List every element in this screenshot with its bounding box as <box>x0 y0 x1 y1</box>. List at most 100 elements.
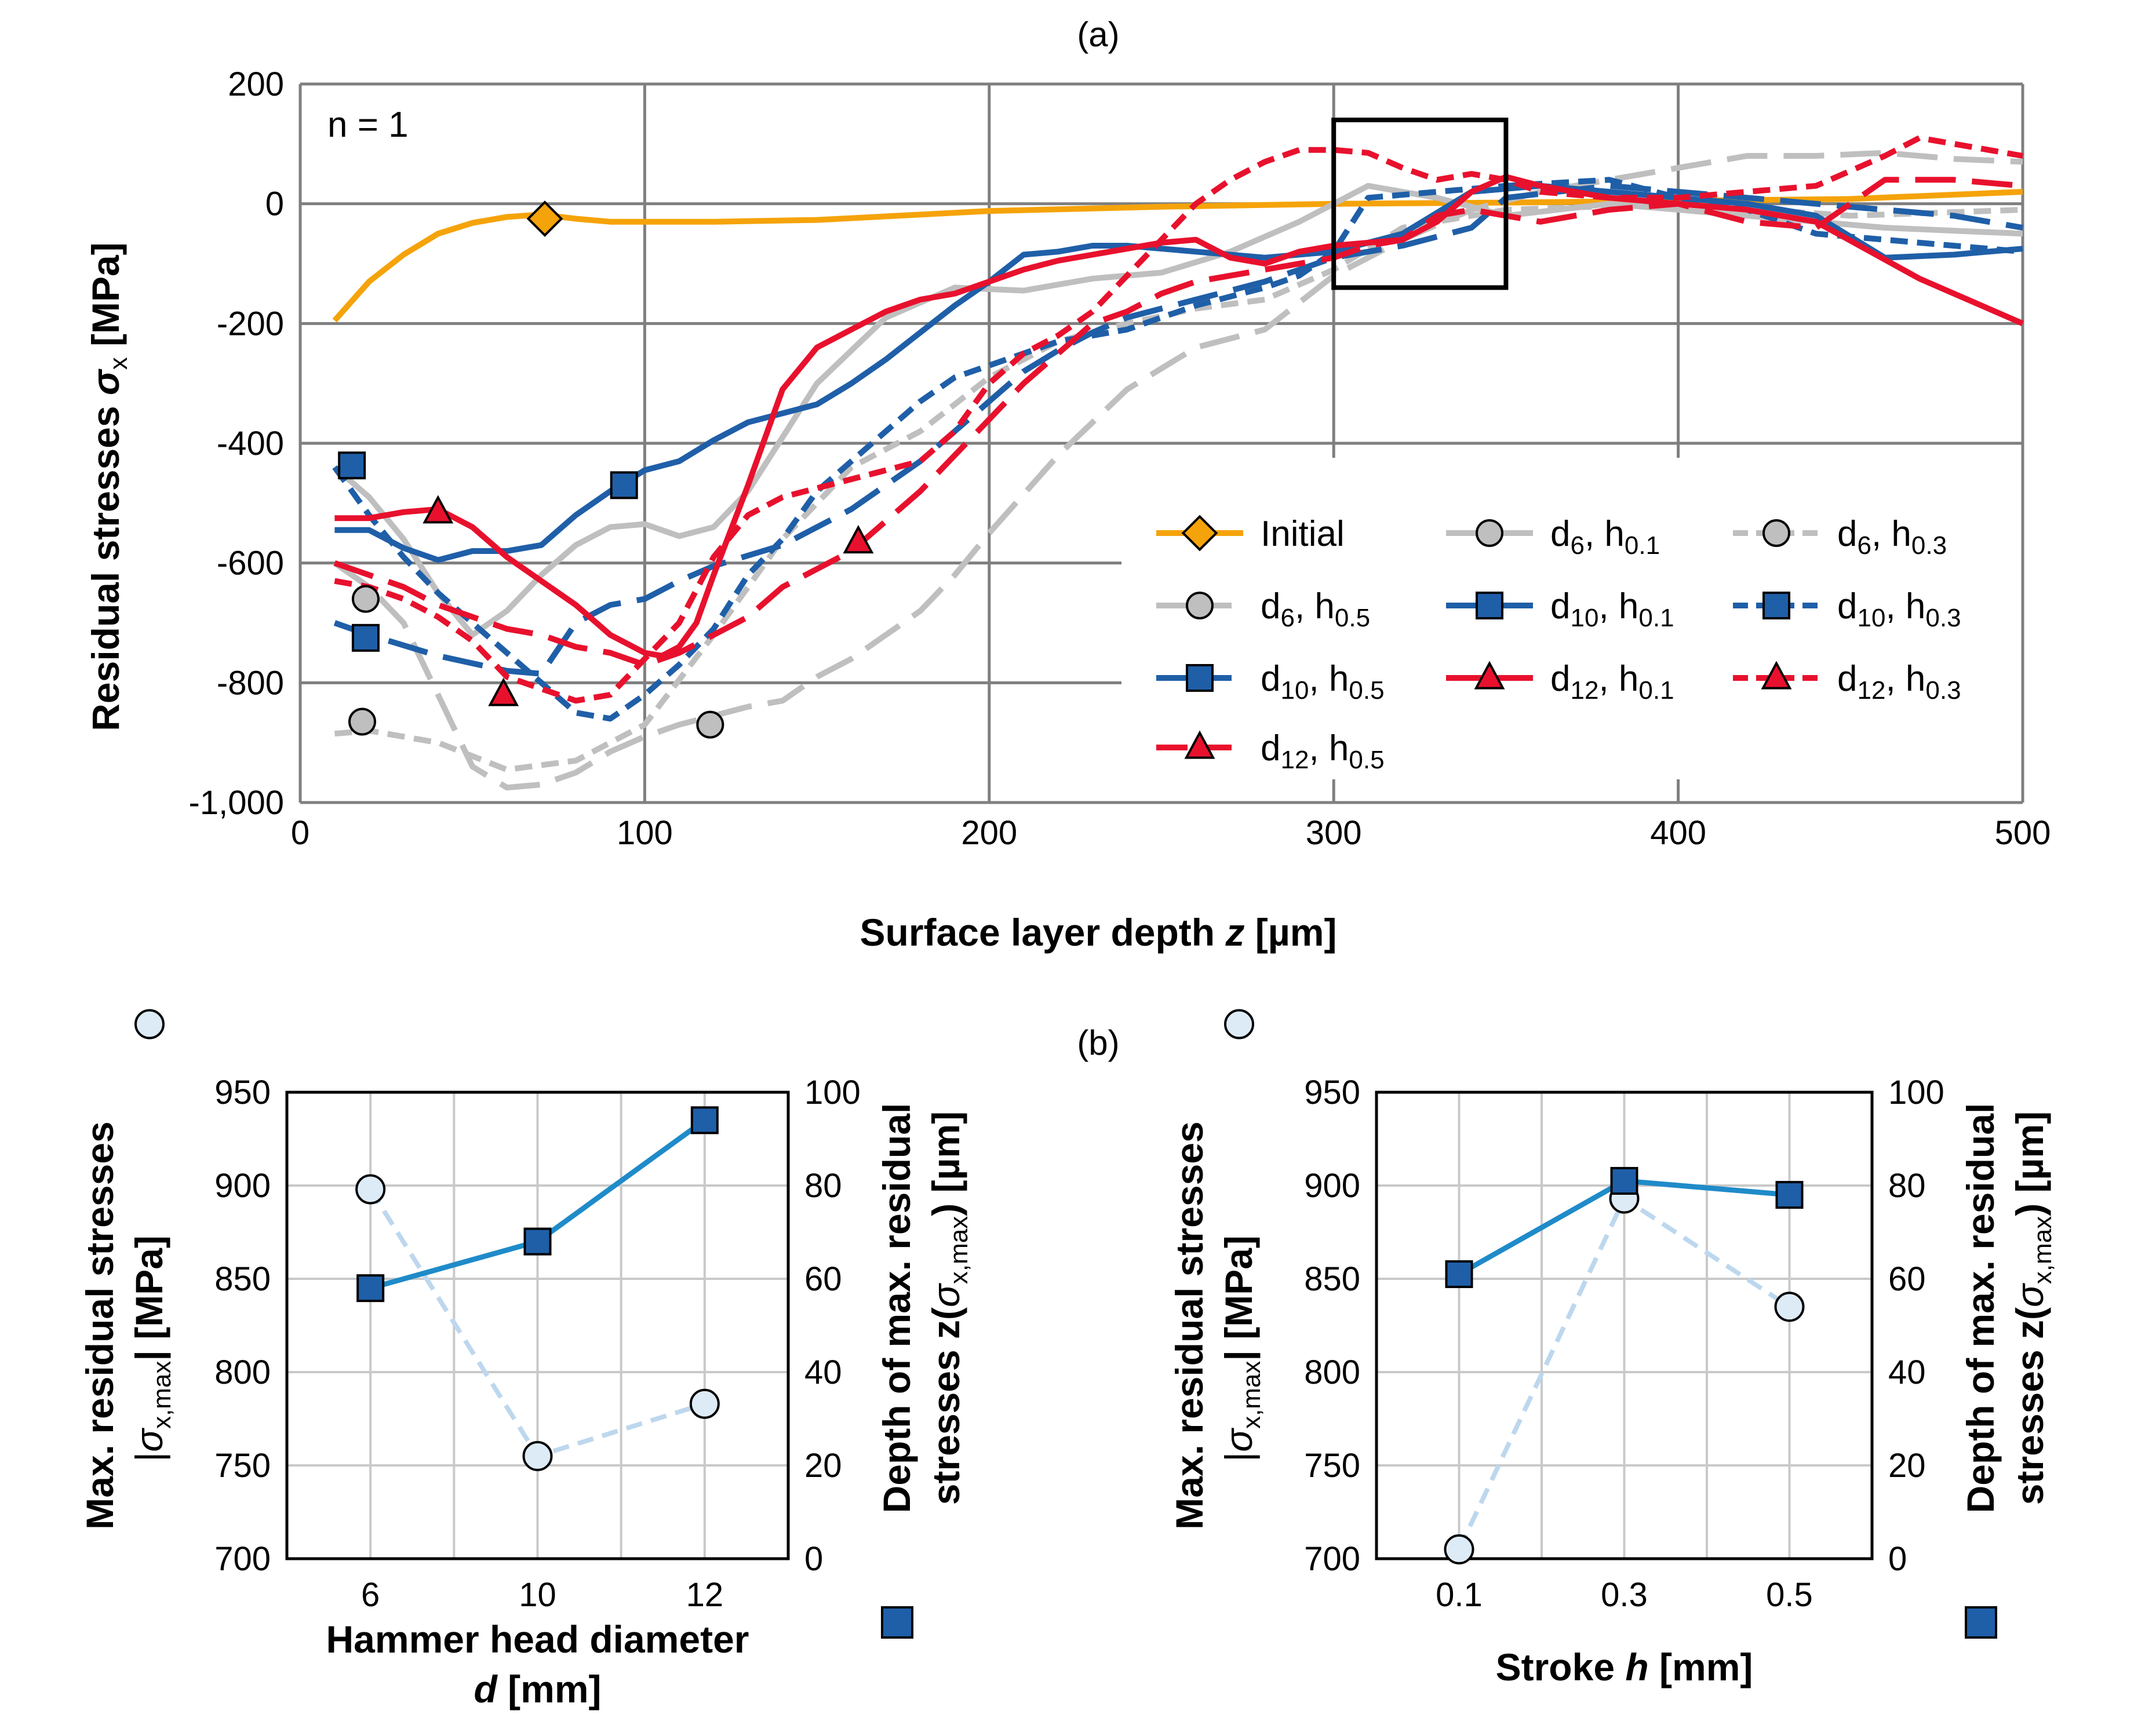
right-title-post: ) [µm] <box>2008 1111 2051 1216</box>
right-tick-label: 0 <box>804 1540 823 1578</box>
legend-marker-d6h01 <box>1476 519 1503 547</box>
legend-label-sub2: 0.1 <box>1638 676 1674 705</box>
right-axis-legend-marker <box>881 1606 913 1639</box>
marker-d12h05 <box>488 677 519 706</box>
right-tick-label: 40 <box>804 1354 842 1391</box>
left-tick-label: 800 <box>1304 1354 1360 1391</box>
plot-frame <box>285 1091 790 1560</box>
x-title-var: z <box>1225 911 1244 954</box>
x-tick-label: 500 <box>1995 814 2051 852</box>
legend-label-d10h03: d10, h0.3 <box>1837 586 1961 632</box>
y-tick-label: 200 <box>228 65 284 103</box>
legend-marker-d6h05 <box>1186 592 1214 619</box>
left-axis-title-line1: Max. residual stresses <box>78 1121 121 1529</box>
legend-label-h: , h <box>1885 659 1925 699</box>
b1-x-axis-title-line1: Hammer head diameter <box>326 1618 749 1661</box>
marker-d6h05 <box>351 585 380 613</box>
left-tick-label: 750 <box>1304 1447 1360 1485</box>
b1-x-title-unit: [mm] <box>497 1668 602 1711</box>
left-tick-label: 950 <box>1304 1074 1360 1111</box>
right-axis-legend-marker <box>1965 1606 1997 1639</box>
legend-label-sub: 12 <box>1280 746 1309 774</box>
right-axis-title-line2: stresses z(σx,max) [µm] <box>2008 1111 2057 1505</box>
left-title-sym: σ <box>128 1428 170 1452</box>
chart-a-markers <box>338 200 874 739</box>
left-tick-label: 750 <box>214 1447 271 1485</box>
right-title-pre: stresses z( <box>2008 1307 2051 1505</box>
left-tick-label: 900 <box>214 1167 271 1205</box>
right-title-post: ) [µm] <box>924 1111 967 1216</box>
legend-label-main: d <box>1837 514 1857 554</box>
chart-a-legend: Initial d6, h0.1 d6, h0.3d6, h0.5 d10, h0.1… <box>1156 514 1961 774</box>
marker-d10h01 <box>338 451 366 480</box>
y-title-unit: [MPa] <box>84 242 127 357</box>
point-max-stress <box>1444 1534 1474 1564</box>
right-tick-label: 60 <box>1888 1260 1926 1298</box>
category-label: 0.1 <box>1436 1576 1483 1614</box>
plot-frame <box>1375 1091 1874 1560</box>
x-title-text: Surface layer depth <box>860 911 1226 954</box>
legend-label-d6h03: d6, h0.3 <box>1837 514 1947 560</box>
chart-a: (a) -1,000 -800 -600 -400 -200 0 200 0 100 200 30… <box>84 15 2051 954</box>
chart-b2: 700 750 800 850 900 950 0 20 40 60 80 100 0.1 0.3 0.5 M… <box>1168 1009 2057 1688</box>
series-line-d10h05 <box>333 183 2023 677</box>
marker-d10h03 <box>351 623 380 652</box>
legend-label-main: d <box>1550 586 1570 626</box>
legend-label-sub: 6 <box>1280 604 1294 632</box>
left-axis-title-line1: Max. residual stresses <box>1168 1121 1211 1529</box>
y-title-text: Residual stresses <box>84 395 127 731</box>
left-title-post: | [MPa] <box>128 1235 172 1361</box>
legend-label-main: d <box>1837 659 1857 699</box>
left-axis-title-line2: |σx,max| [MPa] <box>128 1235 176 1462</box>
legend-label-main: d <box>1261 586 1280 626</box>
legend-label-sub: 6 <box>1857 531 1871 560</box>
series-line-d6h01 <box>333 183 2023 638</box>
legend-label-main: Initial <box>1261 514 1345 554</box>
right-tick-label: 100 <box>1888 1074 1944 1111</box>
marker-d6h03 <box>696 710 724 739</box>
right-tick-label: 100 <box>804 1074 861 1111</box>
chart-b-panel-label: (b) <box>1077 1023 1119 1062</box>
b2-x-title-var: h <box>1625 1646 1648 1688</box>
right-tick-label: 80 <box>804 1167 842 1205</box>
right-axis-title-line2: stresses z(σx,max) [µm] <box>924 1111 973 1505</box>
series-line-d6h05 <box>333 149 2023 791</box>
series-line-d10h03 <box>332 177 2023 722</box>
legend-marker-d10h05 <box>1186 664 1214 692</box>
left-axis-legend-marker <box>134 1009 165 1040</box>
series-line-d12h03 <box>334 135 2023 704</box>
right-tick-label: 0 <box>1888 1540 1907 1578</box>
marker-d12h05 <box>843 524 874 554</box>
right-tick-label: 20 <box>1888 1447 1926 1485</box>
legend-marker-d12h05 <box>1184 730 1215 759</box>
y-tick-label: 0 <box>265 185 284 223</box>
x-tick-label: 400 <box>1650 814 1706 852</box>
legend-label-sub: 6 <box>1570 531 1584 560</box>
left-tick-label: 700 <box>1304 1540 1360 1578</box>
left-title-post: | [MPa] <box>1217 1235 1261 1361</box>
chart-b1: 700 750 800 850 900 950 0 20 40 60 80 100 6 10 12 Max. … <box>78 1009 973 1711</box>
legend-marker-d10h03 <box>1762 592 1790 619</box>
legend-label-d12h01: d12, h0.1 <box>1550 659 1674 705</box>
category-label: 0.3 <box>1601 1576 1648 1614</box>
chart-a-highlight-box <box>1331 118 1509 290</box>
chart-a-x-axis-title: Surface layer depth z [µm] <box>860 911 1337 954</box>
legend-label-sub: 12 <box>1570 676 1598 705</box>
point-max-stress <box>689 1388 720 1419</box>
category-label: 12 <box>686 1576 724 1614</box>
x-tick-label: 300 <box>1306 814 1362 852</box>
left-title-pre: | <box>1217 1452 1260 1462</box>
legend-marker-initial <box>1181 515 1218 552</box>
y-tick-label: -600 <box>217 545 284 582</box>
chart-a-panel-label: (a) <box>1077 15 1119 54</box>
y-tick-label: -400 <box>217 425 284 462</box>
left-tick-label: 900 <box>1304 1167 1360 1205</box>
category-label: 6 <box>361 1576 380 1614</box>
marker-d6h03 <box>348 707 376 736</box>
series-line-d12h05 <box>333 177 2023 668</box>
left-tick-label: 700 <box>214 1540 271 1578</box>
legend-label-sub2: 0.1 <box>1638 604 1674 632</box>
b2-x-title-unit: [mm] <box>1649 1646 1753 1688</box>
marker-initial <box>526 200 563 237</box>
